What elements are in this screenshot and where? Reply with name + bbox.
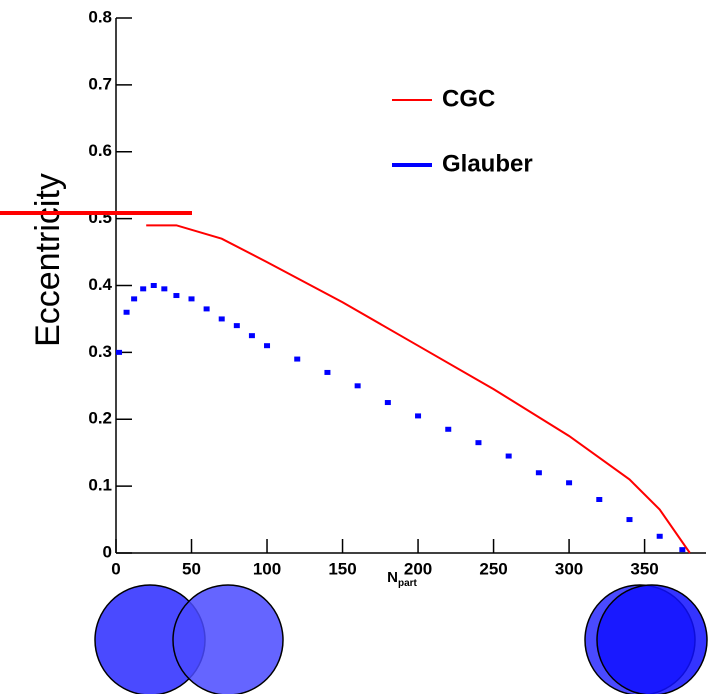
data-point [294, 356, 301, 362]
legend-label: CGC [442, 85, 495, 112]
data-point [324, 369, 331, 375]
y-tick-label: 0 [103, 542, 112, 561]
data-point [203, 306, 210, 312]
data-point [656, 533, 663, 539]
x-tick-label: 200 [404, 559, 432, 578]
data-point [248, 333, 255, 339]
data-point [123, 309, 130, 315]
legend-label: Glauber [442, 150, 533, 177]
x-tick-label: 350 [630, 559, 658, 578]
data-point [188, 296, 195, 302]
data-point [150, 283, 157, 288]
x-tick-label: 250 [479, 559, 507, 578]
data-point [161, 286, 168, 292]
y-tick-label: 0.6 [88, 141, 112, 160]
y-tick-label: 0.3 [88, 342, 112, 361]
data-point [173, 293, 180, 299]
data-point [218, 316, 225, 322]
x-tick-label: 50 [182, 559, 201, 578]
overlap-diagrams [94, 584, 708, 696]
data-point [354, 383, 361, 389]
data-point [535, 470, 542, 476]
y-tick-label: 0.5 [88, 208, 112, 227]
x-tick-label: 300 [555, 559, 583, 578]
x-tick-label: 0 [111, 559, 120, 578]
y-tick-label: 0.8 [88, 7, 112, 26]
data-point [679, 547, 686, 553]
y-tick-label: 0.4 [88, 275, 112, 294]
data-point [596, 497, 603, 502]
y-axis-label: Eccentricity [29, 173, 67, 347]
x-tick-label: 150 [328, 559, 356, 578]
data-line [146, 224, 691, 554]
y-tick-label: 0.2 [88, 409, 112, 428]
x-label-main: N [387, 569, 398, 586]
data-point [626, 517, 633, 523]
data-point [140, 286, 147, 292]
data-point [566, 480, 573, 486]
y-tick-label: 0.7 [88, 74, 112, 93]
data-point [445, 426, 452, 432]
x-axis-label: Npart [387, 569, 417, 589]
data-point [116, 349, 123, 355]
data-point [233, 323, 240, 329]
nucleus [172, 584, 284, 696]
data-point [505, 453, 512, 459]
data-point [131, 296, 138, 302]
nucleus [596, 584, 708, 696]
x-tick-label: 100 [253, 559, 281, 578]
y-tick-label: 0.1 [88, 476, 112, 495]
data-point [475, 440, 482, 446]
x-label-sub: part [398, 578, 418, 589]
data-point [384, 400, 391, 406]
data-point [415, 413, 422, 419]
data-point [264, 343, 271, 349]
